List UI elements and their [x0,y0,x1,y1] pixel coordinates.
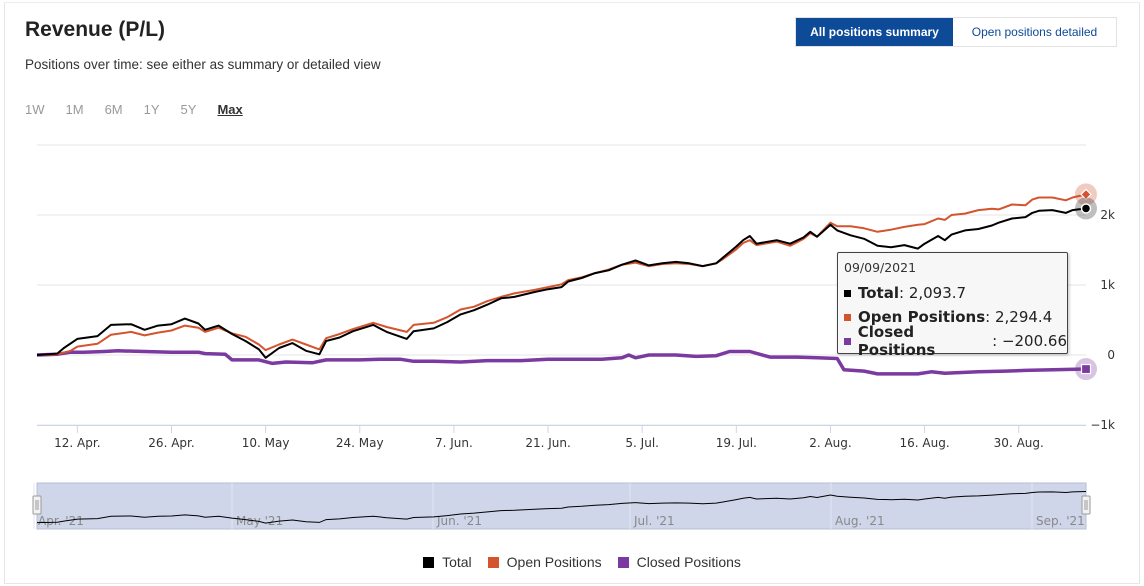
x-tick-label: 21. Jun. [525,436,570,450]
series-line-total [36,207,1087,359]
y-tick-label: 1k [1100,278,1115,292]
navigator-label: Jul. '21 [633,514,675,528]
navigator-label: Apr. '21 [38,514,84,528]
legend-item-closed-positions[interactable]: Closed Positions [617,554,741,570]
range-button-6m[interactable]: 6M [104,102,123,117]
y-tick-label: 2k [1100,208,1115,222]
tooltip: 09/09/2021 Total: 2,093.7 Open Positions… [837,252,1068,359]
range-selector: 1W 1M 6M 1Y 5Y Max [25,102,264,117]
range-button-1y[interactable]: 1Y [143,102,160,117]
y-tick-label: 0 [1107,348,1115,362]
navigator-handle-left[interactable] [32,495,42,515]
navigator-label: Sep. '21 [1036,514,1085,528]
navigator-mask [36,482,1087,530]
range-button-max[interactable]: Max [217,102,243,117]
navigator-label: May '21 [236,514,283,528]
legend-swatch-open [487,556,499,568]
x-tick-label: 26. Apr. [148,436,194,450]
y-tick-label: −1k [1090,418,1115,432]
tooltip-value-closed: −200.66 [1001,332,1067,350]
hover-point-total [1080,203,1092,214]
navigator-handle-right[interactable] [1081,495,1091,515]
tooltip-label-closed: Closed Positions [857,323,936,359]
range-button-1w[interactable]: 1W [25,102,45,117]
legend: Total Open Positions Closed Positions [0,554,1144,570]
open-marker-icon [844,313,851,321]
x-tick-label: 10. May [242,436,290,450]
chart-title: Revenue (P/L) [25,18,166,41]
view-toggle: All positions summary Open positions det… [795,17,1117,47]
tooltip-row-total: Total: 2,093.7 [844,281,1067,305]
legend-swatch-total [423,556,435,568]
x-tick-label: 19. Jul. [716,436,757,450]
tooltip-date: 09/09/2021 [844,260,917,275]
legend-swatch-closed [617,556,629,568]
legend-label-closed: Closed Positions [636,554,741,570]
x-tick-label: 12. Apr. [54,436,100,450]
tooltip-value-total: 2,093.7 [908,284,967,302]
legend-item-total[interactable]: Total [423,554,472,570]
legend-label-total: Total [442,554,472,570]
legend-item-open-positions[interactable]: Open Positions [487,554,602,570]
x-tick-label: 2. Aug. [809,436,852,450]
x-tick-label: 7. Jun. [435,436,473,450]
total-marker-icon [844,289,851,297]
tooltip-label-open: Open Positions [858,308,986,326]
tooltip-row-closed: Closed Positions: −200.66 [844,323,1067,359]
range-button-5y[interactable]: 5Y [180,102,197,117]
x-tick-label: 16. Aug. [900,436,950,450]
range-button-1m[interactable]: 1M [65,102,84,117]
x-tick-label: 30. Aug. [994,436,1044,450]
x-tick-label: 5. Jul. [625,436,659,450]
summary-view-button[interactable]: All positions summary [796,18,953,46]
closed-marker-icon [844,337,851,345]
tooltip-label-total: Total [858,284,899,302]
detailed-view-button[interactable]: Open positions detailed [953,18,1116,46]
chart-subtitle: Positions over time: see either as summa… [25,57,381,72]
hover-point-open-positions [1080,188,1092,201]
navigator-label: Aug. '21 [835,514,885,528]
tooltip-value-open: 2,294.4 [994,308,1053,326]
legend-label-open: Open Positions [506,554,602,570]
tooltip-row-open: Open Positions: 2,294.4 [844,305,1067,329]
navigator-series-line [36,491,1087,524]
chart-container [4,2,1140,584]
x-tick-label: 24. May [336,436,384,450]
series-line-closed-positions [36,349,1087,376]
hover-point-closed-positions [1080,363,1092,375]
navigator-label: Jun. '21 [436,514,482,528]
